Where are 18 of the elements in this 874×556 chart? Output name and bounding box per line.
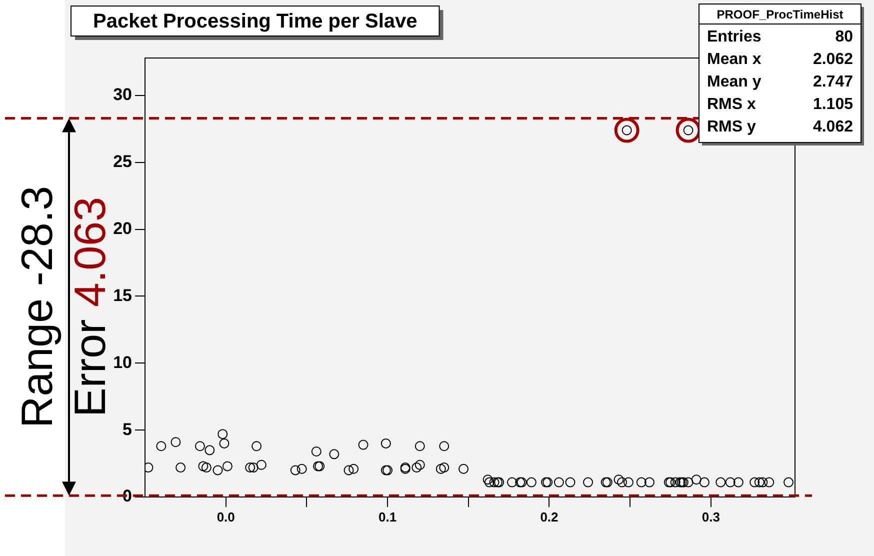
y-tick-label: 20 xyxy=(113,219,132,238)
y-tick-label: 25 xyxy=(113,152,132,172)
y-tick-label: 5 xyxy=(122,420,132,439)
text: Mean x 2.062 xyxy=(707,51,853,68)
text: Entries 80 xyxy=(707,28,853,46)
text: PROOF_ProcTimeHist xyxy=(716,7,844,22)
x-tick-label: 0.0 xyxy=(216,509,235,524)
x-tick-label: 0.1 xyxy=(378,509,397,524)
text: RMS x 1.105 xyxy=(707,96,853,114)
text: Range -28.3 xyxy=(13,186,62,428)
text: RMS y 4.062 xyxy=(707,118,853,136)
y-tick-label: 15 xyxy=(113,286,132,305)
x-tick-label: 0.2 xyxy=(540,509,558,524)
text: Mean y 2.747 xyxy=(707,74,853,91)
y-tick-label: 30 xyxy=(113,85,132,104)
chart-title: Packet Processing Time per Slave xyxy=(93,10,418,33)
x-tick-label: 0.3 xyxy=(702,509,720,524)
y-tick-label: 10 xyxy=(113,352,132,372)
